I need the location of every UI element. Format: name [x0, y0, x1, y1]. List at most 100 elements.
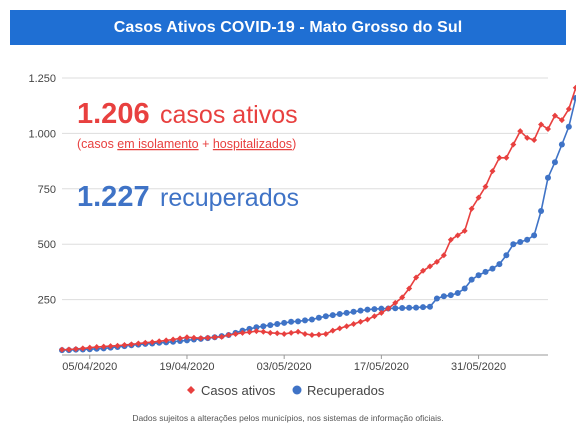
recovered-point	[545, 174, 551, 181]
recovered-point	[371, 306, 378, 313]
active-point	[281, 330, 288, 337]
recovered-point	[503, 252, 510, 259]
recovered-point	[399, 305, 406, 312]
active-point	[357, 318, 364, 325]
active-point	[211, 334, 218, 341]
active-sub-suffix: )	[292, 137, 296, 151]
active-point	[190, 334, 197, 341]
recovered-point	[357, 307, 364, 314]
active-point	[302, 330, 308, 337]
active-point	[315, 331, 322, 338]
x-tick-label: 19/04/2020	[159, 361, 214, 373]
recovered-point	[538, 207, 545, 214]
recovered-point	[343, 309, 350, 316]
series-layer	[59, 84, 576, 354]
recovered-point	[295, 318, 302, 325]
active-point	[558, 117, 565, 124]
legend-active-label: Casos ativos	[201, 383, 276, 398]
active-point	[475, 194, 482, 201]
recovered-point	[253, 324, 260, 331]
active-point	[538, 121, 545, 128]
recovered-point	[364, 306, 371, 313]
active-point	[503, 154, 510, 161]
recovered-point	[558, 141, 565, 148]
active-point	[232, 330, 239, 337]
recovered-number: 1.227	[77, 181, 150, 213]
recovered-point	[551, 159, 558, 166]
active-point	[308, 332, 315, 339]
active-number: 1.206	[77, 98, 150, 130]
recovered-point	[565, 123, 572, 130]
y-tick-label: 1.250	[28, 73, 56, 85]
svg-text:1.227 recuperados: 1.227 recuperados	[77, 181, 299, 213]
active-point	[218, 333, 225, 340]
isolation-link[interactable]: em isolamento	[117, 137, 198, 151]
active-point	[454, 232, 461, 239]
recovered-point	[378, 305, 385, 312]
active-point	[531, 137, 538, 144]
recovered-point	[475, 272, 482, 279]
active-point	[551, 112, 558, 119]
active-point	[336, 325, 343, 332]
active-point	[121, 342, 128, 349]
recovered-label: recuperados	[160, 184, 299, 212]
active-point	[406, 285, 413, 292]
active-point	[253, 328, 260, 335]
recovered-point	[322, 313, 329, 320]
x-tick-label: 03/05/2020	[257, 361, 312, 373]
active-point	[288, 329, 295, 336]
active-point	[420, 267, 427, 274]
footer-note: Dados sujeitos a alterações pelos municí…	[132, 413, 444, 423]
active-point	[426, 263, 433, 270]
active-sub-plus: +	[199, 137, 213, 151]
active-sub-prefix: (casos	[77, 137, 117, 151]
active-point	[378, 309, 385, 316]
legend-recovered-label: Recuperados	[307, 383, 385, 398]
legend-active-marker	[187, 386, 195, 394]
recovered-point	[308, 316, 315, 323]
recovered-point	[315, 314, 322, 321]
legend-recovered-marker	[292, 385, 302, 395]
recovered-point	[183, 337, 190, 344]
x-tick-label: 31/05/2020	[451, 361, 506, 373]
active-point	[461, 227, 468, 234]
active-point	[572, 84, 576, 91]
active-point	[399, 294, 406, 301]
active-point	[197, 335, 204, 342]
active-point	[135, 340, 142, 347]
hospitalized-link[interactable]: hospitalizados	[213, 137, 292, 151]
active-point	[496, 154, 503, 161]
recovered-point	[336, 311, 343, 318]
recovered-point	[267, 322, 274, 329]
active-point	[433, 258, 440, 265]
recovered-point	[510, 241, 517, 248]
svg-text:(casos em isolamento + hospita: (casos em isolamento + hospitalizados)	[77, 137, 296, 151]
active-point	[86, 344, 93, 351]
active-point	[440, 252, 447, 259]
recovered-point	[489, 265, 496, 272]
recovered-point	[302, 317, 308, 324]
active-point	[489, 168, 496, 175]
recovered-point	[461, 285, 468, 292]
active-point	[177, 335, 184, 342]
active-point	[183, 334, 190, 341]
active-annotation: 1.206 casos ativos (casos em isolamento …	[77, 98, 298, 151]
active-point	[107, 343, 114, 350]
recovered-point	[468, 276, 475, 283]
active-point	[565, 106, 572, 113]
active-point	[343, 323, 350, 330]
recovered-point	[482, 268, 489, 275]
active-point	[114, 342, 121, 349]
active-point	[128, 341, 135, 348]
y-tick-label: 500	[38, 239, 56, 251]
active-point	[524, 134, 531, 141]
recovered-annotation: 1.227 recuperados	[77, 181, 299, 213]
active-point	[482, 183, 489, 190]
recovered-point	[274, 320, 281, 327]
active-point	[350, 320, 357, 327]
active-point	[170, 336, 177, 343]
recovered-point	[329, 312, 336, 319]
active-point	[510, 141, 517, 148]
